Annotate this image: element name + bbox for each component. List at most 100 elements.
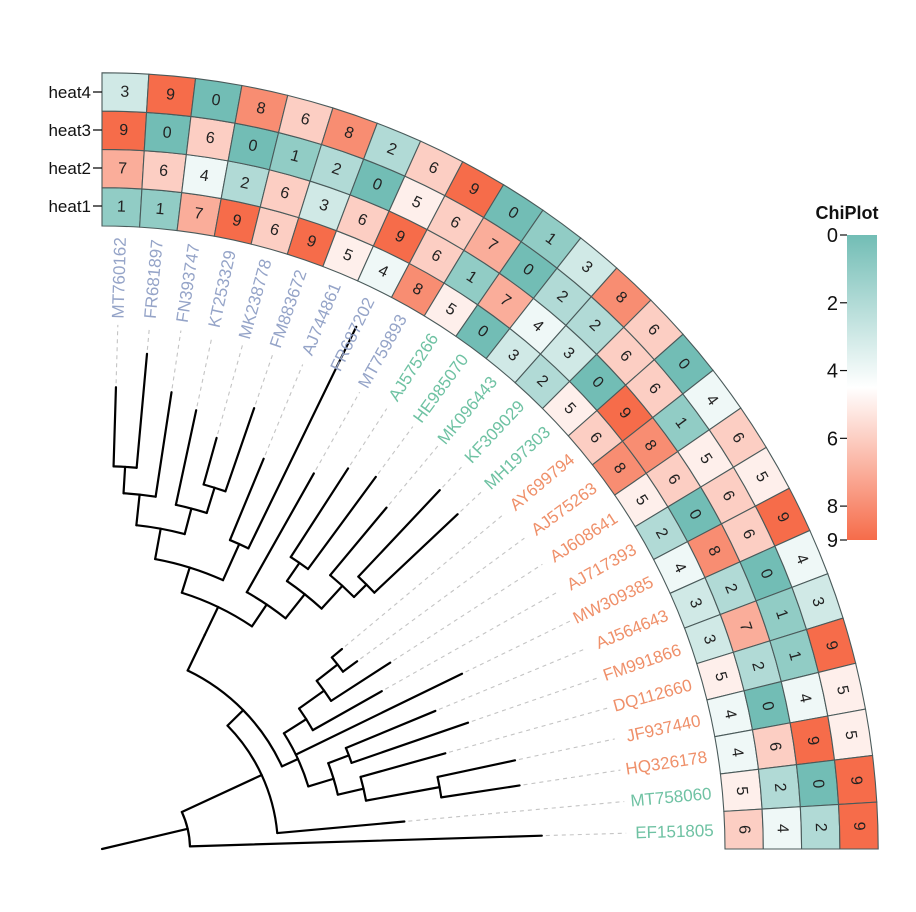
leaf-guide-line [377, 426, 414, 474]
leaf-label: DQ112660 [611, 676, 694, 716]
leaf-label: MT758060 [630, 784, 713, 810]
heatmap-cell-value: 4 [774, 824, 791, 834]
leaf-guide-line [217, 343, 244, 435]
leaf-label: MT760162 [109, 237, 130, 319]
colorbar-legend: ChiPlot 0 2 4 6 8 9 [816, 203, 879, 552]
tree-node-arc [315, 679, 333, 702]
tree-branch [336, 787, 365, 796]
heatmap-cell-value: 9 [847, 775, 865, 786]
tree-tip-branch [373, 513, 459, 594]
leaf-guide-line [449, 707, 608, 753]
tree-node-arc [180, 810, 192, 848]
tree-branch [320, 584, 344, 610]
tree-branch [285, 561, 301, 583]
tree-branch [297, 689, 326, 710]
tree-tip-branch [202, 436, 218, 486]
heatmap-cell-value: 5 [733, 786, 751, 797]
tree-tip-branch [294, 672, 464, 756]
row-label-text: heat2 [48, 159, 91, 178]
tree-node-arc [112, 465, 138, 469]
heatmap-cell-value: 8 [255, 100, 267, 119]
heatmap-cell-value: 1 [117, 199, 127, 216]
tree-branch [327, 754, 350, 765]
leaf-guide-line [408, 800, 625, 822]
tree-tip-branch [306, 475, 377, 571]
leaf-guide-line [460, 489, 485, 512]
leaf-guide-line [438, 647, 587, 710]
leaf-label: KT253329 [205, 249, 240, 330]
heatmap-cell-value: 6 [735, 825, 752, 835]
heatmap-row-labels: heat4 heat3 heat2 heat1 [48, 83, 102, 216]
leaf-guide-line [518, 738, 615, 761]
heatmap-cell-value: 9 [850, 821, 867, 831]
heatmap-cell-value: 2 [771, 782, 789, 793]
tree-tip-branch [329, 506, 388, 577]
tree-branch [122, 465, 127, 495]
leaf-guide-line [171, 330, 182, 389]
heatmap-cell-value: 6 [766, 741, 784, 752]
row-label-heat2: heat2 [48, 159, 102, 178]
tree-node-arc [154, 557, 225, 582]
tree-node-arc [245, 591, 287, 620]
heatmap-cell-value: 7 [193, 205, 204, 223]
leaf-guide-line [393, 563, 543, 661]
tree-tip-branch [341, 660, 359, 673]
heatmap-cell-value: 0 [162, 124, 173, 142]
row-label-text: heat3 [48, 121, 91, 140]
tree-tip-branch [344, 709, 437, 750]
leaf-guide-line [360, 537, 525, 660]
heatmap-cell-value: 4 [795, 692, 814, 704]
row-label-heat1: heat1 [48, 197, 102, 216]
heatmap-cell-value: 1 [155, 201, 166, 219]
tree-branch [183, 507, 193, 536]
heatmap-cell-value: 5 [841, 729, 859, 740]
leaf-guide-line [465, 618, 574, 673]
leaf-guide-line [315, 391, 361, 471]
tree-node-arc [226, 724, 279, 835]
heatmap-cell-value: 9 [803, 735, 821, 746]
tree-branch [186, 633, 206, 672]
tree-node-arc [330, 656, 345, 673]
leaf-guide-line [471, 677, 598, 722]
heatmap-cell-value: 0 [758, 700, 777, 712]
colorbar-tick-label: 6 [827, 428, 838, 450]
tree-node-arc [297, 707, 314, 732]
leaf-guide-line [115, 324, 119, 384]
colorbar-tick-label: 0 [827, 225, 838, 247]
heatmap-cell-value: 0 [210, 91, 221, 109]
heatmap-cell-value: 6 [158, 162, 169, 180]
heatmap-cell-value: 9 [231, 212, 243, 231]
tree-branch [280, 757, 300, 768]
tree-branch [282, 718, 308, 735]
tree-tip-branch [440, 784, 521, 799]
tree-tip-branch [154, 391, 173, 498]
tree-branch [135, 493, 141, 527]
tree-tip-branch [350, 721, 470, 764]
heatmap-cell [837, 801, 879, 850]
tree-branch [250, 603, 268, 628]
heatmap-cell-value: 4 [728, 747, 746, 758]
heatmap-cell-value: 4 [199, 167, 210, 185]
heatmap-cell-value: 9 [165, 86, 176, 104]
tree-branch [307, 777, 335, 788]
leaf-guide-line [384, 590, 560, 690]
tree-branch [364, 786, 441, 802]
tree-tip-branch [289, 467, 350, 559]
row-label-heat3: heat3 [48, 121, 102, 140]
leaf-guide-lines [115, 324, 627, 837]
heatmap-cell-value: 2 [239, 174, 251, 193]
heatmap-cell-value: 4 [721, 708, 740, 720]
heatmap-cell-value: 0 [809, 779, 827, 790]
tree-branch [203, 605, 220, 636]
leaf-guide-line [442, 466, 462, 488]
leaf-guide-line [523, 769, 621, 786]
leaf-guide-line [196, 336, 213, 407]
leaf-guide-line [545, 832, 627, 837]
tree-tip-branch [311, 690, 383, 732]
colorbar-tick-label: 9 [827, 530, 838, 552]
tree-tip-branch [329, 661, 392, 702]
heatmap-cell-value: 2 [812, 823, 829, 833]
tree-branch [205, 486, 216, 515]
tree-tip-branch [436, 759, 517, 779]
